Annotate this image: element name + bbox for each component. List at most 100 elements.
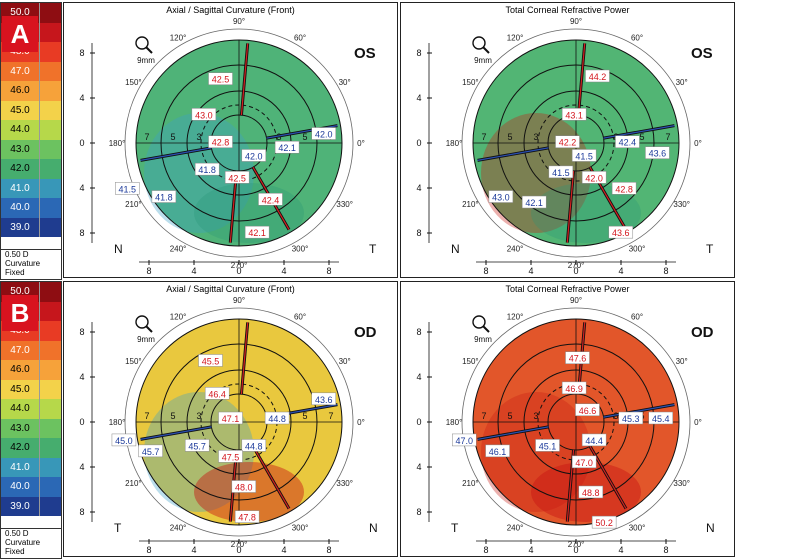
angle-label: 120° xyxy=(170,312,187,321)
value-box: 47.5 xyxy=(218,450,243,463)
map-canvas: 90° 60° 30° 0° 330° 300° 270° 240° 210° 180° 150° 1… xyxy=(416,17,714,276)
value-label: 41.8 xyxy=(198,165,216,175)
scale-step: 47.0 xyxy=(1,61,61,81)
angle-label: 60° xyxy=(294,312,306,321)
value-label: 47.1 xyxy=(222,414,240,424)
value-label: 44.4 xyxy=(585,436,603,446)
scale-value: 40.0 xyxy=(1,198,40,218)
x-tick: 4 xyxy=(191,545,196,555)
scale-value: 40.0 xyxy=(1,477,40,497)
map-canvas: 90° 60° 30° 0° 330° 300° 270° 240° 210° 180° 150° 1… xyxy=(79,296,377,555)
ring-number: 5 xyxy=(507,411,512,421)
map-title: Total Corneal Refractive Power xyxy=(505,284,630,294)
side-letter-left: T xyxy=(451,521,459,535)
scale-value: 42.0 xyxy=(1,159,40,179)
topography-map: 90° 60° 30° 0° 330° 300° 270° 240° 210° 180° 150° 1… xyxy=(63,2,398,278)
panel-label-a: A xyxy=(2,16,38,52)
value-box: 42.5 xyxy=(224,171,250,184)
y-tick: 4 xyxy=(416,93,421,103)
value-box: 41.5 xyxy=(571,149,597,162)
angle-arc xyxy=(124,307,354,537)
value-label: 50.2 xyxy=(595,518,613,528)
value-label: 43.6 xyxy=(612,228,630,238)
value-label: 42.5 xyxy=(212,75,230,85)
meridian-bar-core xyxy=(477,426,549,440)
angle-label: 240° xyxy=(507,524,524,533)
scale-step: 39.0 xyxy=(1,217,61,237)
meridian-bar-core xyxy=(140,426,212,440)
y-tick: 4 xyxy=(416,372,421,382)
x-tick: 8 xyxy=(663,545,668,555)
value-label: 43.1 xyxy=(565,110,583,120)
angle-label: 90° xyxy=(233,17,245,26)
ring-number: 5 xyxy=(170,411,175,421)
scale-value: 42.0 xyxy=(1,438,40,458)
scale-step: 41.0 xyxy=(1,457,61,477)
value-box: 42.4 xyxy=(258,193,283,206)
angle-label: 150° xyxy=(462,357,479,366)
value-box: 50.2 xyxy=(591,515,617,529)
eye-label: OD xyxy=(691,324,714,341)
angle-label: 60° xyxy=(631,33,643,42)
scale-step: 46.0 xyxy=(1,81,61,101)
zoom-label: 9mm xyxy=(137,335,155,344)
scale-value: 43.0 xyxy=(1,139,40,159)
angle-label: 240° xyxy=(170,524,187,533)
angle-label: 0° xyxy=(357,418,365,427)
value-box: 47.0 xyxy=(571,455,597,469)
angle-label: 30° xyxy=(339,357,351,366)
value-box: 43.1 xyxy=(561,108,587,121)
angle-label: 300° xyxy=(629,524,646,533)
x-tick: 0 xyxy=(236,545,241,555)
ring-number: 7 xyxy=(144,132,149,142)
angle-label: 330° xyxy=(673,200,690,209)
value-box: 42.1 xyxy=(274,140,300,154)
scale-footer-line: Fixed xyxy=(5,547,25,556)
ring-number: 7 xyxy=(328,411,333,421)
ring-number: 5 xyxy=(639,132,644,142)
magnifier-icon[interactable] xyxy=(472,36,490,54)
eye-label: OS xyxy=(354,45,376,62)
y-tick: 0 xyxy=(79,417,84,427)
magnifier-icon[interactable] xyxy=(135,36,153,54)
scale-footer-line: 0.50 D xyxy=(5,529,29,538)
angle-label: 210° xyxy=(462,479,479,488)
value-box: 44.8 xyxy=(264,411,290,425)
angle-label: 270° xyxy=(231,540,248,549)
value-label: 41.5 xyxy=(119,184,137,194)
value-box: 42.0 xyxy=(241,149,267,162)
x-tick: 4 xyxy=(281,545,286,555)
magnifier-icon[interactable] xyxy=(472,315,490,333)
value-box: 44.2 xyxy=(585,69,610,83)
value-label: 43.0 xyxy=(492,193,510,203)
y-tick: 8 xyxy=(79,327,84,337)
value-box: 42.8 xyxy=(611,182,637,195)
value-label: 48.0 xyxy=(235,483,253,493)
angle-label: 90° xyxy=(570,296,582,305)
ring-number: 5 xyxy=(170,132,175,142)
zoom-label: 9mm xyxy=(137,56,155,65)
magnifier-icon[interactable] xyxy=(135,315,153,333)
y-tick: 4 xyxy=(79,372,84,382)
side-letter-right: T xyxy=(369,242,377,256)
map-canvas: 90° 60° 30° 0° 330° 300° 270° 240° 210° 180° 150° 1… xyxy=(416,296,714,555)
scale-step: 46.0 xyxy=(1,360,61,380)
scale-step: 41.0 xyxy=(1,178,61,198)
panel-label-b: B xyxy=(2,295,38,331)
value-label: 45.7 xyxy=(142,447,160,457)
value-label: 44.2 xyxy=(589,72,607,82)
ring-number: 7 xyxy=(144,411,149,421)
value-box: 48.0 xyxy=(231,480,257,493)
value-box: 42.2 xyxy=(555,135,580,148)
angle-label: 150° xyxy=(125,78,142,87)
angle-label: 330° xyxy=(336,200,353,209)
scale-step: 43.0 xyxy=(1,139,61,159)
map-title: Total Corneal Refractive Power xyxy=(505,5,630,15)
ring-number: 3 xyxy=(196,132,201,142)
angle-label: 330° xyxy=(673,479,690,488)
value-label: 42.8 xyxy=(212,138,230,148)
x-tick: 8 xyxy=(483,266,488,276)
side-letter-left: T xyxy=(114,521,122,535)
angle-label: 90° xyxy=(570,17,582,26)
ring-number: 7 xyxy=(665,132,670,142)
